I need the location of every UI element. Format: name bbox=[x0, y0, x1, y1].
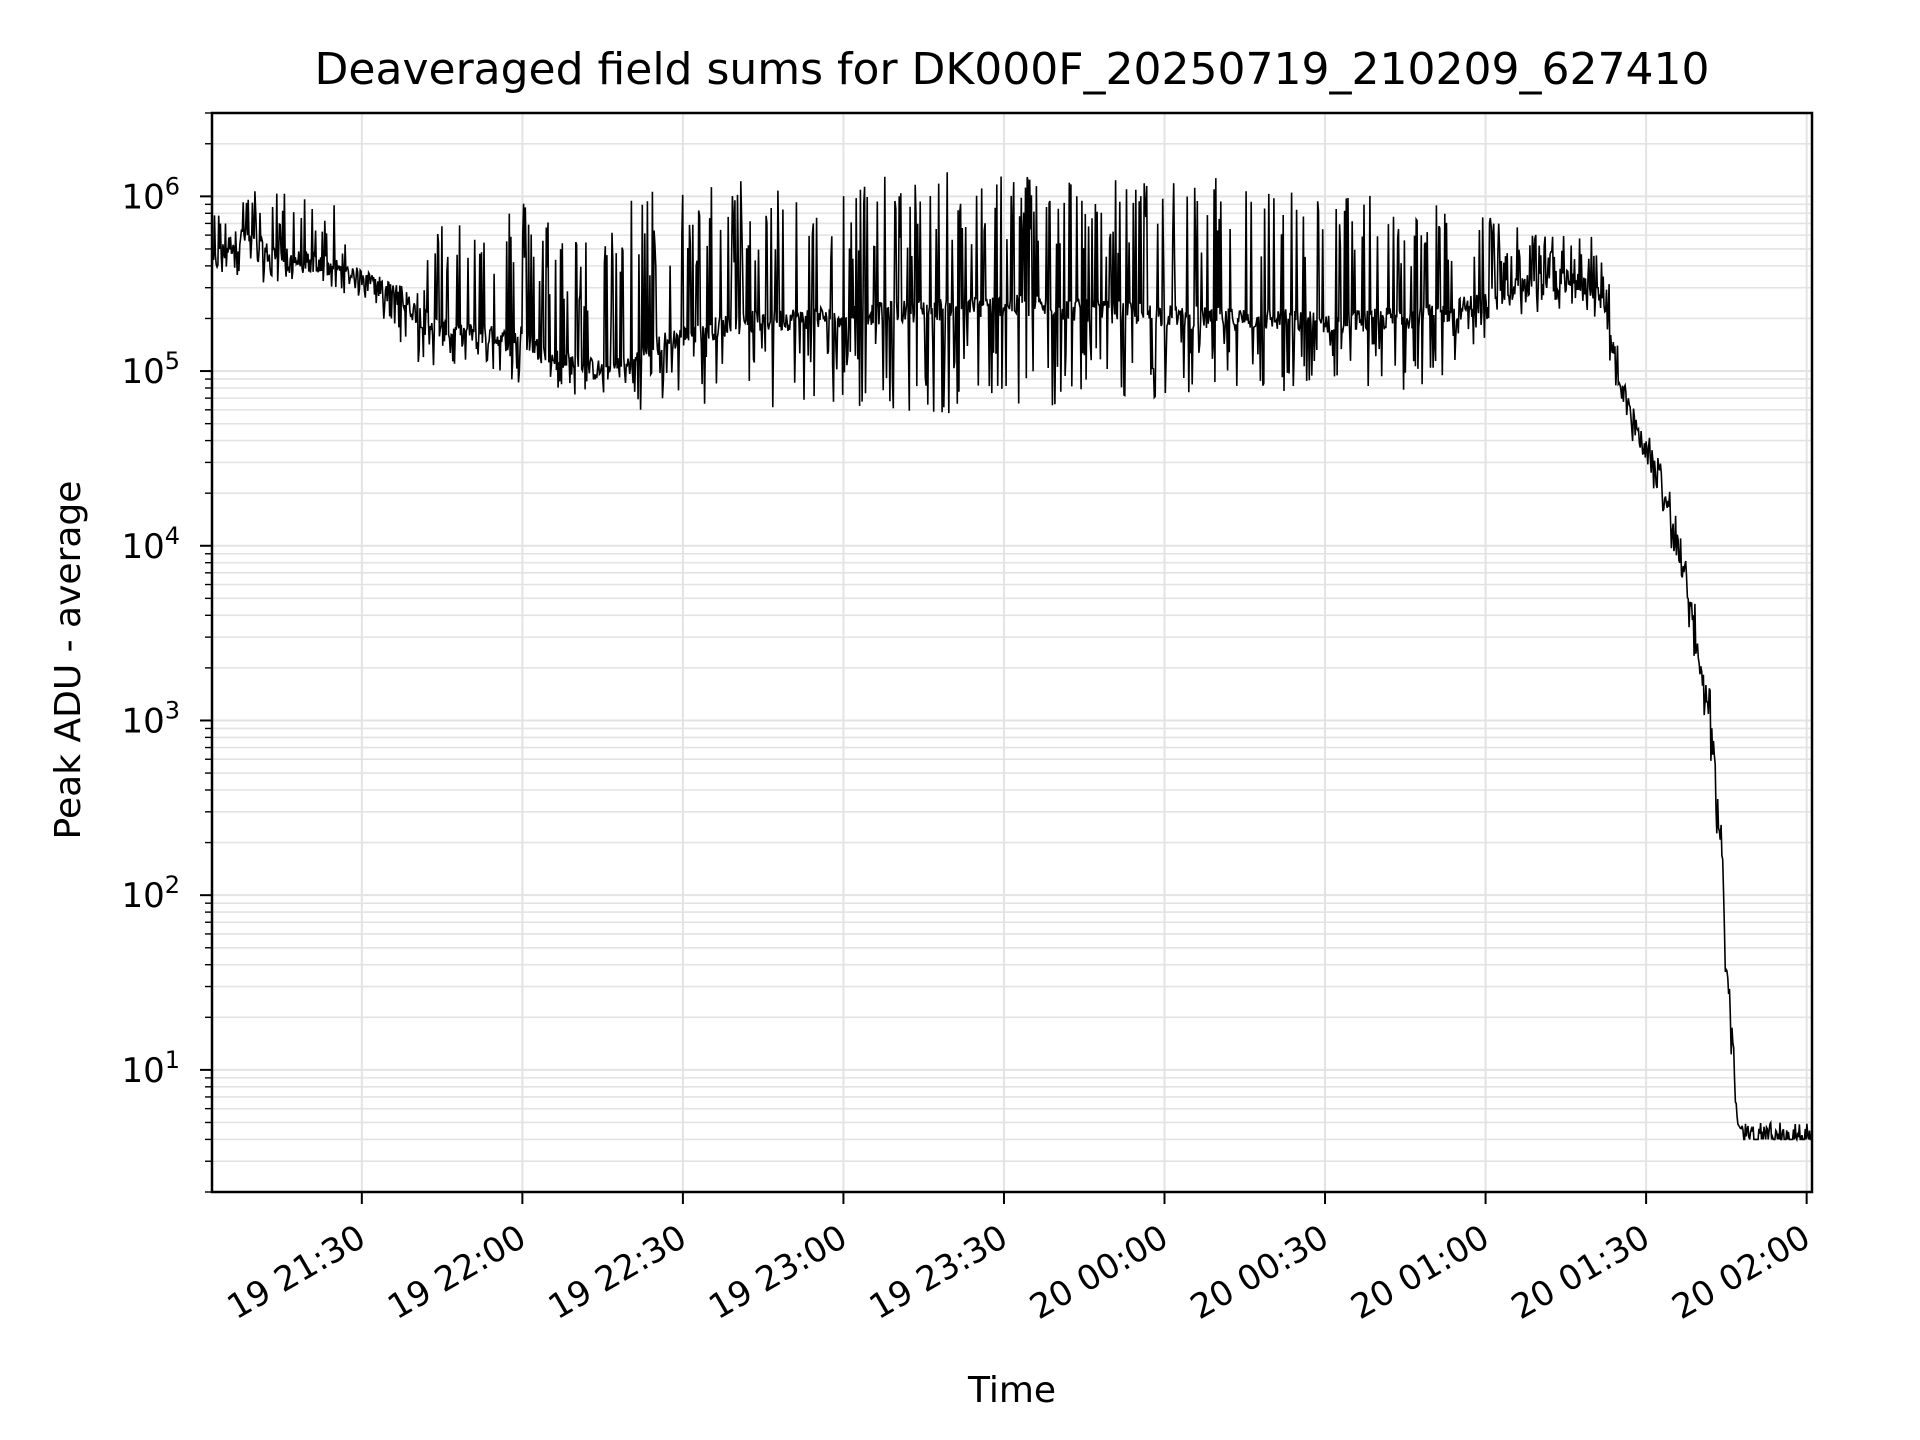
x-axis-label: Time bbox=[967, 1370, 1056, 1411]
y-tick-exponent: 6 bbox=[165, 172, 180, 200]
y-tick-exponent: 1 bbox=[165, 1046, 180, 1074]
y-tick-exponent: 5 bbox=[165, 347, 180, 375]
y-tick-exponent: 2 bbox=[165, 871, 180, 899]
y-tick-label: 105 bbox=[121, 347, 180, 392]
y-tick-label: 106 bbox=[121, 172, 180, 217]
y-tick-base: 10 bbox=[121, 352, 164, 392]
chart-title: Deaveraged field sums for DK000F_2025071… bbox=[315, 44, 1710, 95]
series-line bbox=[211, 172, 1813, 1143]
y-tick-label: 104 bbox=[121, 522, 180, 567]
y-axis-label: Peak ADU - average bbox=[48, 481, 89, 840]
y-tick-label: 101 bbox=[121, 1046, 180, 1091]
y-tick-label: 102 bbox=[121, 871, 180, 916]
y-tick-base: 10 bbox=[121, 1051, 164, 1091]
y-tick-exponent: 3 bbox=[165, 696, 180, 724]
plot-frame bbox=[210, 111, 1814, 1194]
y-tick-label: 103 bbox=[121, 696, 180, 741]
y-tick-base: 10 bbox=[121, 527, 164, 567]
y-tick-base: 10 bbox=[121, 177, 164, 217]
y-tick-exponent: 4 bbox=[165, 522, 180, 550]
y-tick-base: 10 bbox=[121, 876, 164, 916]
data-series bbox=[211, 172, 1813, 1143]
y-tick-base: 10 bbox=[121, 701, 164, 741]
